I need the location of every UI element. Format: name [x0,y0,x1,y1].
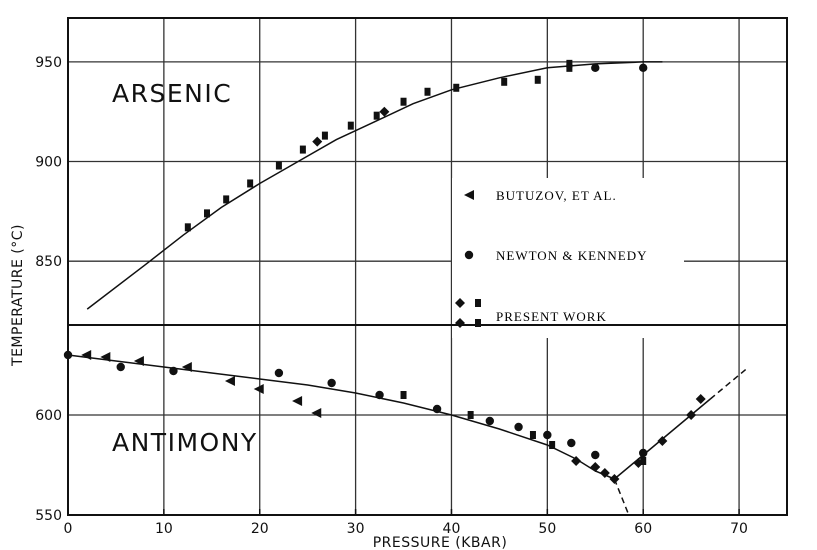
legend-marker-square [475,299,481,307]
x-tick-label: 50 [538,521,556,537]
data-point [567,438,576,448]
data-point [529,431,536,439]
data-point [223,195,230,204]
data-point [299,145,306,154]
legend-marker-diamond [455,298,465,308]
data-point [274,368,284,378]
data-point [424,87,431,96]
data-point [379,106,390,117]
data-point [327,378,336,388]
y-tick-label-lower: 550 [35,508,62,524]
data-point [633,458,644,468]
data-point [514,422,523,432]
antimony-phase-boundary [613,478,630,516]
data-point [590,462,601,472]
legend-background [452,178,684,338]
data-point [467,411,474,419]
data-point [549,441,556,449]
data-point [534,75,541,84]
y-tick-label-upper: 950 [35,55,62,71]
data-point [400,97,407,106]
data-point [639,63,648,73]
x-axis-title: PRESSURE (KBAR) [373,535,508,550]
legend-marker-diamond [455,318,465,328]
x-tick-label: 0 [64,521,73,537]
data-point [640,457,647,465]
data-point [224,376,235,386]
data-point [347,121,354,130]
data-point [375,390,384,400]
legend-marker-square [475,319,481,327]
data-markers [63,59,706,484]
arsenic-label: ARSENIC [112,79,232,108]
data-point [373,111,380,120]
data-point [432,404,442,414]
data-point [184,223,191,232]
y-tick-label-lower: 600 [35,408,62,424]
data-point [253,384,264,394]
legend-marker-circle [464,250,474,260]
data-point [453,83,460,92]
legend-label-newton-kennedy: NEWTON & KENNEDY [496,248,648,263]
plot-frame [67,17,788,516]
y-axis-title: TEMPERATURE (°C) [10,224,26,367]
legend-label-present-work: PRESENT WORK [496,309,607,324]
data-point [292,396,303,406]
data-point [311,408,322,418]
data-point [591,450,600,460]
data-point [591,63,600,73]
grid [67,18,787,515]
data-point [400,391,407,399]
legend-marker-triangle [464,190,474,200]
axes: 0 10 20 30 40 50 60 70 850 900 950 550 600 [35,17,788,537]
data-point [116,362,125,372]
x-tick-label: 40 [443,521,461,537]
data-point [543,430,552,440]
data-point [695,394,706,404]
legend: BUTUZOV, ET AL. NEWTON & KENNEDY PRESENT… [455,188,648,328]
data-point [609,474,620,484]
data-point [247,179,254,188]
data-point [639,448,648,458]
legend-markers [455,190,481,328]
x-tick-label: 70 [730,521,748,537]
data-point [657,436,668,446]
antimony-high-pressure-curve [613,398,711,480]
data-point [312,136,323,147]
data-point [133,356,144,366]
x-tick-label: 10 [155,521,173,537]
legend-label-butuzov: BUTUZOV, ET AL. [496,188,617,203]
x-tick-label: 20 [251,521,269,537]
antimony-curve-extrapolated [709,366,750,400]
data-point [501,77,508,86]
data-point [181,362,192,372]
x-tick-label: 60 [634,521,652,537]
data-point [204,209,211,218]
y-tick-label-upper: 900 [35,155,62,171]
y-tick-label-upper: 850 [35,254,62,270]
data-point [571,456,582,466]
data-point [275,161,282,170]
antimony-label: ANTIMONY [112,428,258,457]
data-point [321,131,328,140]
x-tick-label: 30 [347,521,365,537]
data-point [686,410,697,420]
data-point [100,352,111,362]
data-point [566,59,573,68]
arsenic-melting-curve [86,61,663,310]
data-point [169,366,178,376]
data-point [81,350,92,360]
data-point [485,416,495,426]
data-point [599,468,610,478]
